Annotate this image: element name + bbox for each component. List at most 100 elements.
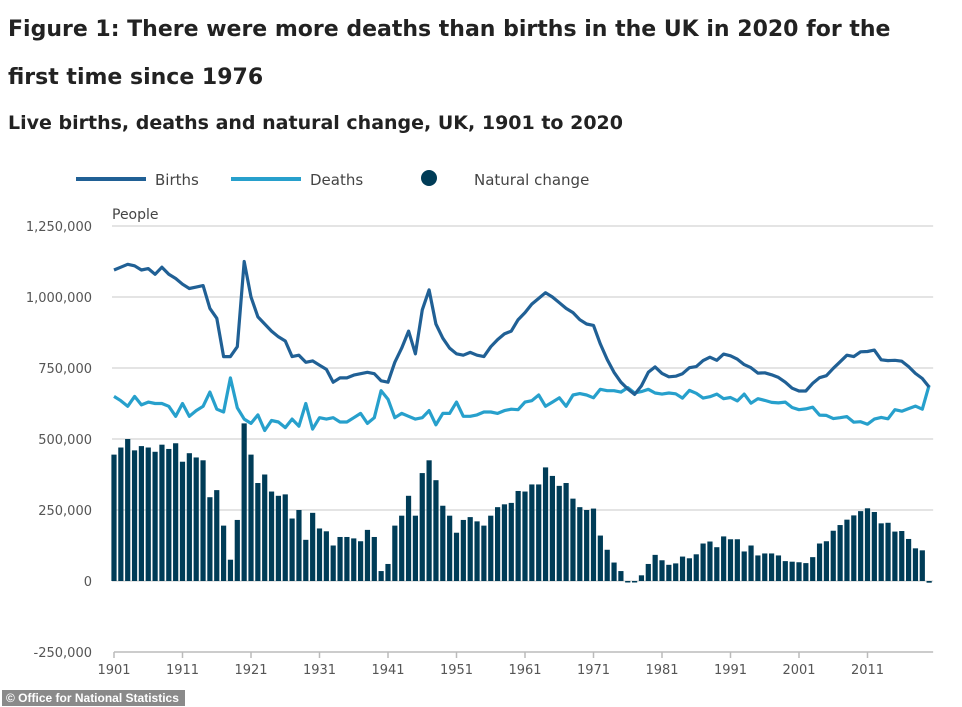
y-tick-label: 500,000 bbox=[38, 433, 92, 448]
y-tick-label: 750,000 bbox=[38, 362, 92, 377]
x-tick-label: 1961 bbox=[508, 663, 541, 678]
legend-births-label: Births bbox=[155, 171, 199, 189]
natural-change-bar bbox=[721, 536, 727, 581]
x-tick-label: 2001 bbox=[782, 663, 815, 678]
natural-change-bar bbox=[638, 575, 645, 581]
births-line bbox=[113, 259, 931, 396]
natural-change-bar bbox=[179, 461, 186, 581]
natural-change-bar bbox=[542, 467, 549, 581]
natural-change-bar bbox=[412, 515, 418, 581]
x-tick-label: 1971 bbox=[577, 663, 610, 678]
natural-change-bar bbox=[919, 550, 925, 581]
natural-change-bar bbox=[563, 483, 569, 581]
natural-change-bar bbox=[844, 519, 850, 581]
natural-change-bar bbox=[810, 557, 816, 581]
natural-change-bar bbox=[762, 553, 768, 581]
natural-change-bar bbox=[522, 491, 528, 581]
natural-change-bar bbox=[727, 539, 734, 581]
natural-change-bar bbox=[666, 564, 672, 581]
x-tick-label: 2011 bbox=[851, 663, 884, 678]
natural-change-bar bbox=[419, 473, 425, 581]
natural-change-bar bbox=[782, 561, 788, 581]
natural-change-bar bbox=[248, 454, 254, 581]
natural-change-bar bbox=[618, 571, 624, 581]
natural-change-bar bbox=[303, 539, 309, 581]
natural-change-bar bbox=[234, 519, 240, 581]
natural-change-bar bbox=[659, 560, 665, 581]
natural-change-bar bbox=[632, 581, 638, 583]
natural-change-bar bbox=[495, 507, 501, 581]
natural-change-bar bbox=[508, 502, 514, 581]
natural-change-bar bbox=[707, 541, 713, 581]
natural-change-bar bbox=[214, 490, 220, 581]
natural-change-bar bbox=[529, 484, 535, 581]
x-tick-label: 1911 bbox=[166, 663, 199, 678]
legend-natural-change-label: Natural change bbox=[474, 171, 589, 189]
ons-credit: © Office for National Statistics bbox=[2, 690, 185, 706]
x-tick-label: 1991 bbox=[714, 663, 747, 678]
natural-change-bar bbox=[166, 448, 172, 581]
y-tick-label: 0 bbox=[84, 575, 92, 590]
natural-change-bar bbox=[385, 563, 391, 581]
legend-natural-change-swatch bbox=[421, 170, 437, 186]
x-tick-label: 1951 bbox=[440, 663, 473, 678]
natural-change-bar bbox=[296, 510, 302, 581]
y-tick-label: -250,000 bbox=[34, 646, 92, 661]
natural-change-bar bbox=[358, 541, 364, 581]
natural-change-bar bbox=[741, 551, 747, 581]
natural-change-bar bbox=[816, 543, 823, 581]
natural-change-bar bbox=[775, 555, 782, 581]
legend-deaths-label: Deaths bbox=[310, 171, 363, 189]
natural-change-bar bbox=[577, 507, 583, 581]
x-tick-label: 1931 bbox=[303, 663, 336, 678]
natural-change-bar bbox=[693, 554, 699, 581]
natural-change-bar bbox=[536, 484, 542, 581]
natural-change-bar bbox=[823, 541, 829, 581]
natural-change-bar bbox=[871, 511, 877, 581]
deaths-line bbox=[113, 376, 931, 433]
natural-change-bar bbox=[830, 530, 836, 581]
natural-change-bar bbox=[488, 515, 494, 581]
natural-change-bar bbox=[769, 553, 775, 581]
natural-change-bar bbox=[652, 554, 658, 581]
natural-change-bar bbox=[433, 480, 439, 581]
natural-change-bar bbox=[364, 529, 371, 581]
natural-change-bar bbox=[255, 483, 261, 581]
natural-change-bar bbox=[796, 562, 802, 581]
natural-change-bar bbox=[755, 555, 761, 581]
natural-change-bar bbox=[323, 531, 329, 581]
natural-change-bar bbox=[186, 453, 192, 581]
natural-change-bar bbox=[878, 523, 884, 581]
natural-change-bar bbox=[159, 444, 165, 581]
natural-change-bar bbox=[351, 538, 357, 581]
natural-change-bar bbox=[282, 494, 288, 581]
natural-change-bar bbox=[912, 548, 919, 581]
natural-change-bar bbox=[714, 547, 720, 581]
natural-change-bar bbox=[405, 495, 412, 581]
natural-change-bar bbox=[193, 457, 199, 581]
natural-change-bar bbox=[645, 563, 651, 581]
natural-change-bar bbox=[392, 525, 398, 581]
legend: Births Deaths Natural change bbox=[76, 170, 589, 189]
natural-change-bar bbox=[556, 485, 562, 581]
natural-change-bar bbox=[789, 561, 795, 581]
natural-change-bar bbox=[611, 562, 617, 581]
x-tick-label: 1921 bbox=[234, 663, 267, 678]
natural-change-bar bbox=[453, 532, 460, 581]
x-tick-label: 1901 bbox=[97, 663, 130, 678]
natural-change-bar bbox=[597, 535, 603, 581]
natural-change-bar bbox=[673, 563, 679, 581]
natural-change-bar bbox=[748, 545, 754, 581]
natural-change-bar bbox=[515, 490, 521, 581]
natural-change-bar bbox=[227, 559, 234, 581]
natural-change-bar bbox=[268, 491, 275, 581]
natural-change-bar bbox=[111, 454, 117, 581]
natural-change-bar bbox=[316, 528, 323, 581]
natural-change-bar bbox=[241, 423, 247, 581]
natural-change-bar bbox=[440, 505, 446, 581]
y-tick-label: 1,000,000 bbox=[26, 291, 92, 306]
natural-change-bar bbox=[426, 460, 432, 581]
natural-change-bar bbox=[734, 539, 740, 581]
natural-change-bar bbox=[858, 511, 864, 581]
